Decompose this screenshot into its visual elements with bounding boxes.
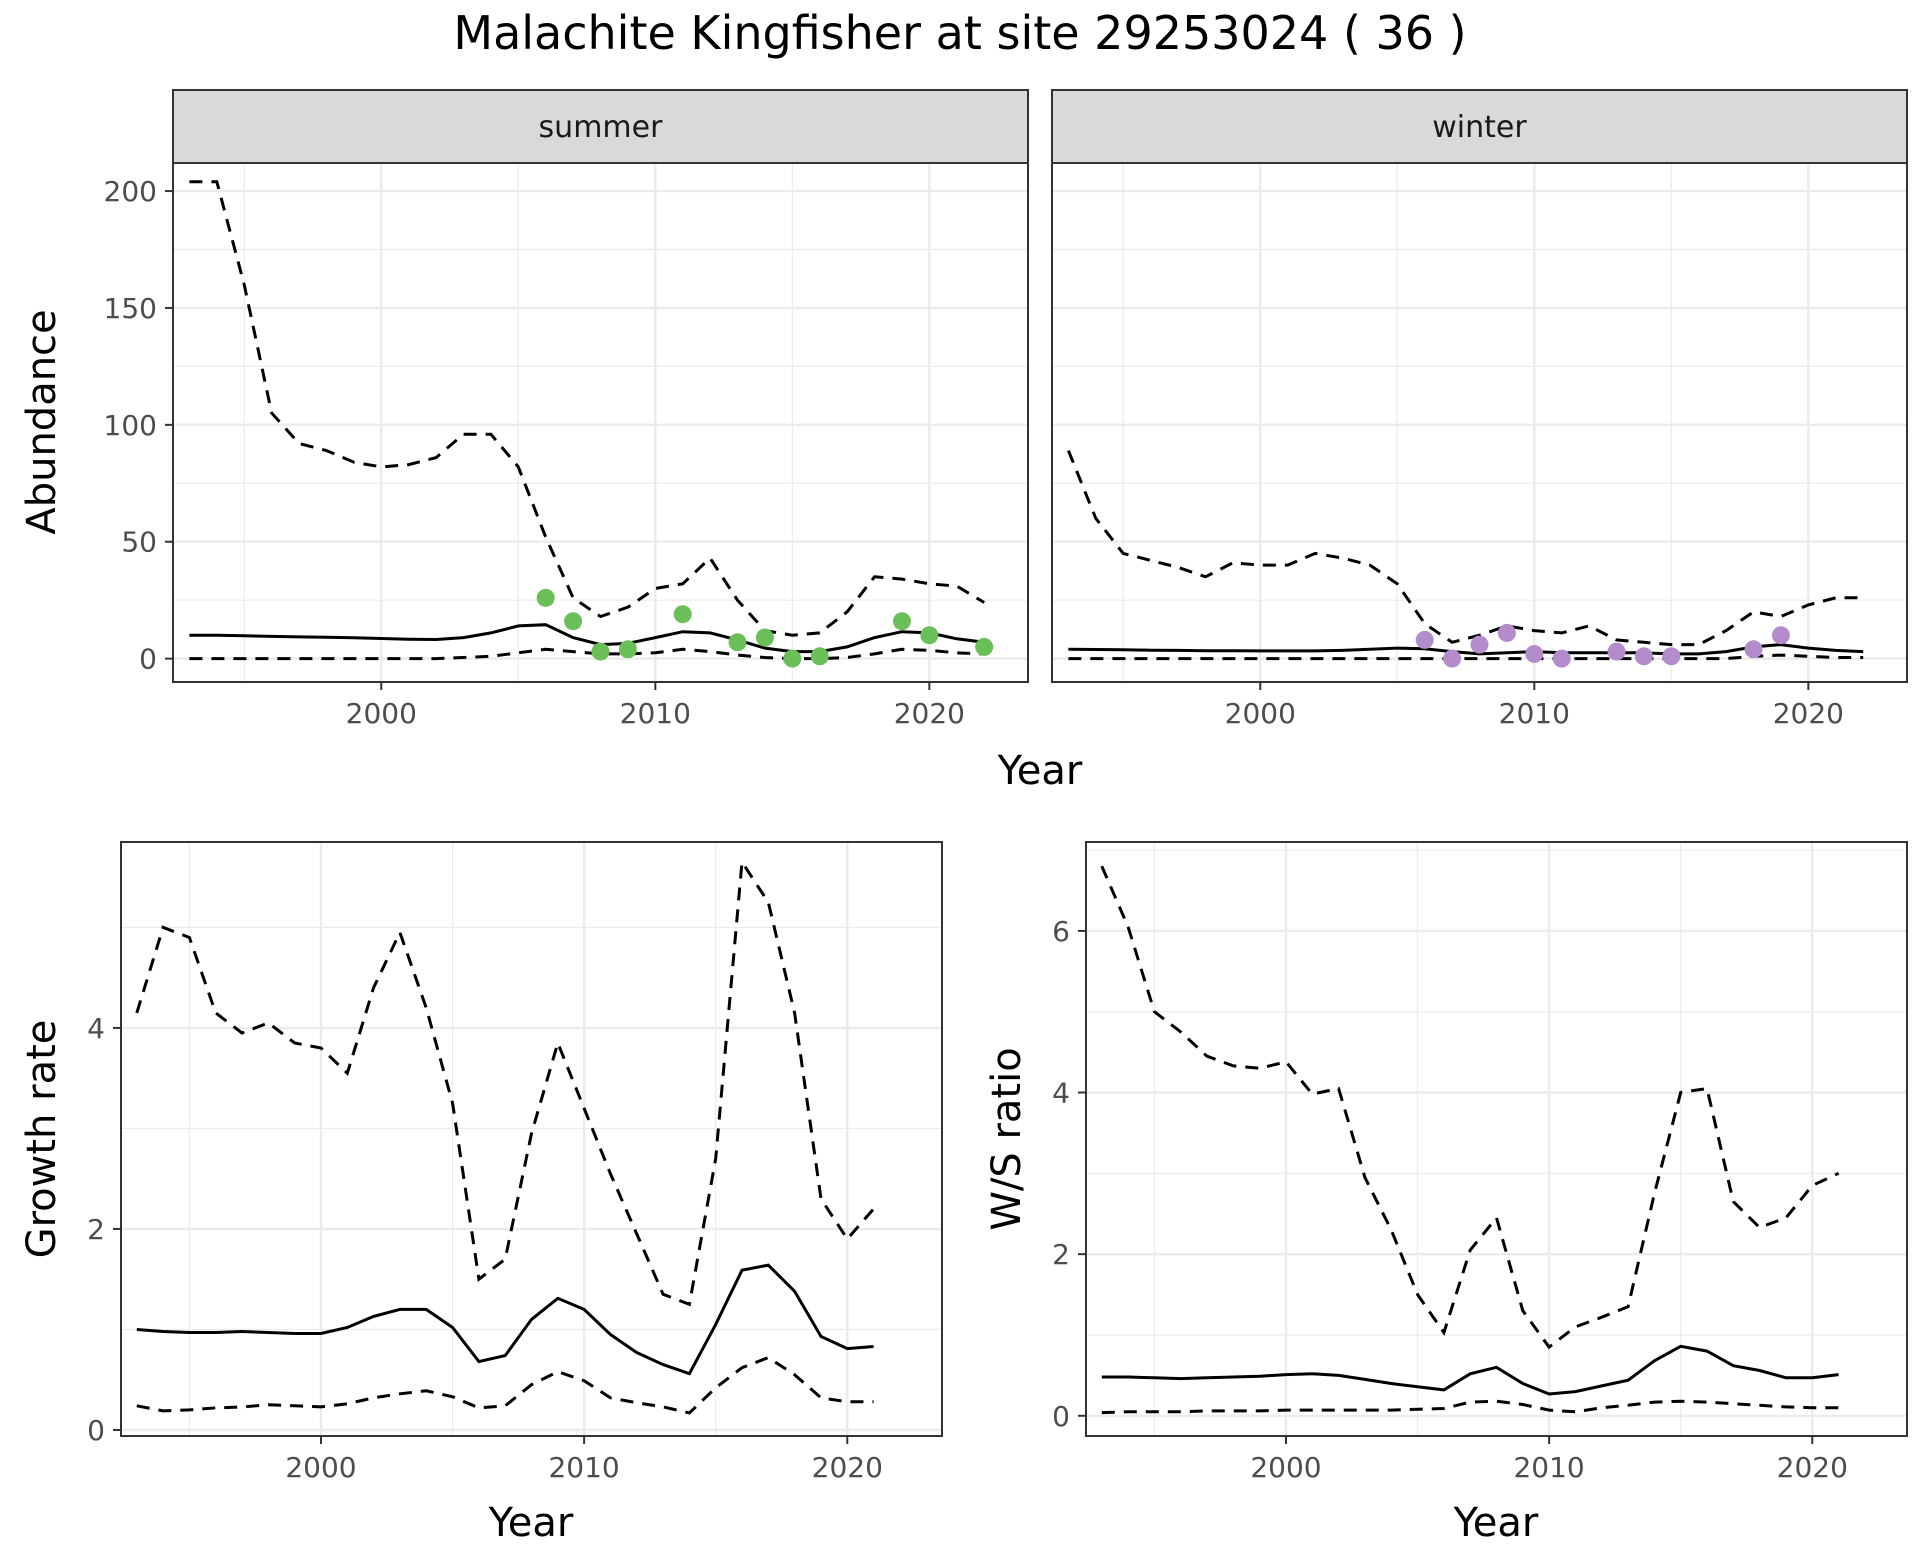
ws-x-tick-label: 2020 — [1777, 1451, 1848, 1484]
winter-upper-line — [1067, 450, 1864, 647]
ws-ratio-chart: 2000 2010 2020 0 2 4 6 Year W/S ratio — [984, 841, 1908, 1546]
abundance-x-axis-title: Year — [997, 748, 1083, 794]
growth-y-tick-label: 4 — [87, 1012, 105, 1045]
summer-y-tick-label: 100 — [104, 409, 157, 442]
winter-observed-point — [1525, 644, 1544, 663]
winter-x-tick-label: 2000 — [1225, 697, 1296, 730]
growth-upper-line — [135, 857, 875, 1307]
winter-observed-point — [1771, 626, 1790, 645]
ws-mean-line — [1101, 1344, 1839, 1396]
growth-rate-chart: 2000 2010 2020 0 2 4 Year Growth rate — [19, 841, 943, 1546]
summer-observed-point — [728, 633, 747, 652]
figure-title: Malachite Kingfisher at site 29253024 ( … — [453, 6, 1466, 60]
winter-observed-point — [1497, 623, 1516, 642]
growth-mean-line — [136, 1263, 874, 1376]
winter-panel-border — [1051, 162, 1908, 683]
summer-x-tick-label: 2010 — [620, 697, 691, 730]
winter-observed-point — [1662, 647, 1681, 666]
growth-x-tick-label: 2020 — [812, 1451, 883, 1484]
abundance-chart: summer 2000 2010 2020 0 50 100 150 200 winter 2000… — [19, 89, 1908, 794]
growth-panel-border — [120, 841, 943, 1437]
facet-label-winter: winter — [1432, 110, 1527, 145]
summer-x-tick-label: 2020 — [894, 697, 965, 730]
summer-observed-point — [591, 642, 610, 661]
growth-y-tick-label: 0 — [87, 1414, 105, 1447]
summer-observed-point — [564, 612, 583, 631]
growth-y-tick-label: 2 — [87, 1213, 105, 1246]
growth-x-axis-title: Year — [488, 1500, 574, 1546]
summer-observed-point — [920, 626, 939, 645]
growth-x-tick-label: 2010 — [548, 1451, 619, 1484]
abundance-y-axis-title: Abundance — [19, 309, 65, 534]
winter-observed-point — [1470, 635, 1489, 654]
winter-x-tick-label: 2010 — [1499, 697, 1570, 730]
facet-label-summer: summer — [539, 110, 664, 145]
summer-y-tick-label: 150 — [104, 292, 157, 325]
summer-mean-line — [189, 623, 985, 654]
ws-y-tick-label: 0 — [1052, 1400, 1070, 1433]
ws-x-axis-title: Year — [1453, 1500, 1539, 1546]
summer-observed-point — [892, 612, 911, 631]
summer-y-tick-label: 0 — [139, 643, 157, 676]
winter-observed-point — [1634, 647, 1653, 666]
ws-y-tick-label: 6 — [1052, 915, 1070, 948]
ws-y-tick-label: 4 — [1052, 1077, 1070, 1110]
winter-observed-point — [1744, 640, 1763, 659]
ws-x-tick-label: 2000 — [1250, 1451, 1321, 1484]
summer-upper-line — [189, 180, 985, 637]
growth-x-tick-label: 2000 — [285, 1451, 356, 1484]
summer-observed-point — [673, 605, 692, 624]
winter-observed-point — [1552, 649, 1571, 668]
ws-x-tick-label: 2010 — [1513, 1451, 1584, 1484]
winter-mean-line — [1068, 643, 1864, 656]
ws-panel-border — [1085, 841, 1908, 1437]
summer-x-tick-label: 2000 — [346, 697, 417, 730]
summer-observed-point — [783, 649, 802, 668]
ws-lower-line — [1101, 1399, 1839, 1415]
summer-observed-point — [618, 640, 637, 659]
summer-y-tick-label: 50 — [121, 526, 157, 559]
summer-y-tick-label: 200 — [104, 175, 157, 208]
winter-observed-point — [1415, 630, 1434, 649]
ws-upper-line — [1100, 865, 1840, 1350]
winter-observed-point — [1607, 642, 1626, 661]
winter-lower-line — [1068, 653, 1864, 661]
facet-strip-summer — [172, 89, 1029, 164]
summer-observed-point — [810, 647, 829, 666]
summer-observed-point — [975, 637, 994, 656]
facet-strip-winter — [1051, 89, 1908, 164]
winter-x-tick-label: 2020 — [1773, 697, 1844, 730]
ws-y-tick-label: 2 — [1052, 1238, 1070, 1271]
summer-observed-point — [536, 588, 555, 607]
winter-observed-point — [1443, 649, 1462, 668]
facet-winter: winter 2000 2010 2020 — [1051, 89, 1908, 730]
growth-lower-line — [136, 1355, 874, 1415]
summer-lower-line — [189, 647, 985, 661]
facet-summer: summer 2000 2010 2020 0 50 100 150 200 — [104, 89, 1029, 730]
summer-observed-point — [755, 628, 774, 647]
summer-panel-border — [172, 162, 1029, 683]
ws-y-axis-title: W/S ratio — [984, 1047, 1030, 1230]
growth-y-axis-title: Growth rate — [19, 1020, 65, 1259]
